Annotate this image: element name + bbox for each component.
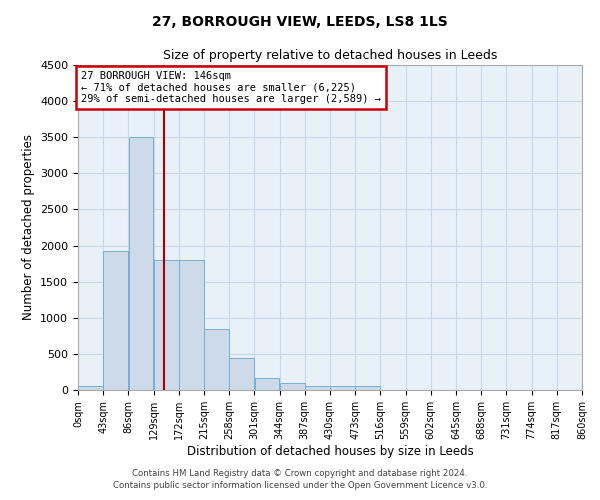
Bar xyxy=(330,386,355,390)
Bar xyxy=(154,260,179,390)
Bar xyxy=(78,386,103,390)
Bar xyxy=(254,378,280,390)
Bar xyxy=(280,383,305,390)
Bar xyxy=(103,252,128,390)
Text: Contains HM Land Registry data © Crown copyright and database right 2024.
Contai: Contains HM Land Registry data © Crown c… xyxy=(113,468,487,490)
X-axis label: Distribution of detached houses by size in Leeds: Distribution of detached houses by size … xyxy=(187,444,473,458)
Bar xyxy=(229,358,254,390)
Bar xyxy=(128,137,154,390)
Bar xyxy=(305,386,330,390)
Bar xyxy=(204,330,229,390)
Text: 27, BORROUGH VIEW, LEEDS, LS8 1LS: 27, BORROUGH VIEW, LEEDS, LS8 1LS xyxy=(152,15,448,29)
Text: 27 BORROUGH VIEW: 146sqm
← 71% of detached houses are smaller (6,225)
29% of sem: 27 BORROUGH VIEW: 146sqm ← 71% of detach… xyxy=(81,71,381,104)
Bar xyxy=(179,260,204,390)
Bar xyxy=(355,386,380,390)
Title: Size of property relative to detached houses in Leeds: Size of property relative to detached ho… xyxy=(163,50,497,62)
Y-axis label: Number of detached properties: Number of detached properties xyxy=(22,134,35,320)
